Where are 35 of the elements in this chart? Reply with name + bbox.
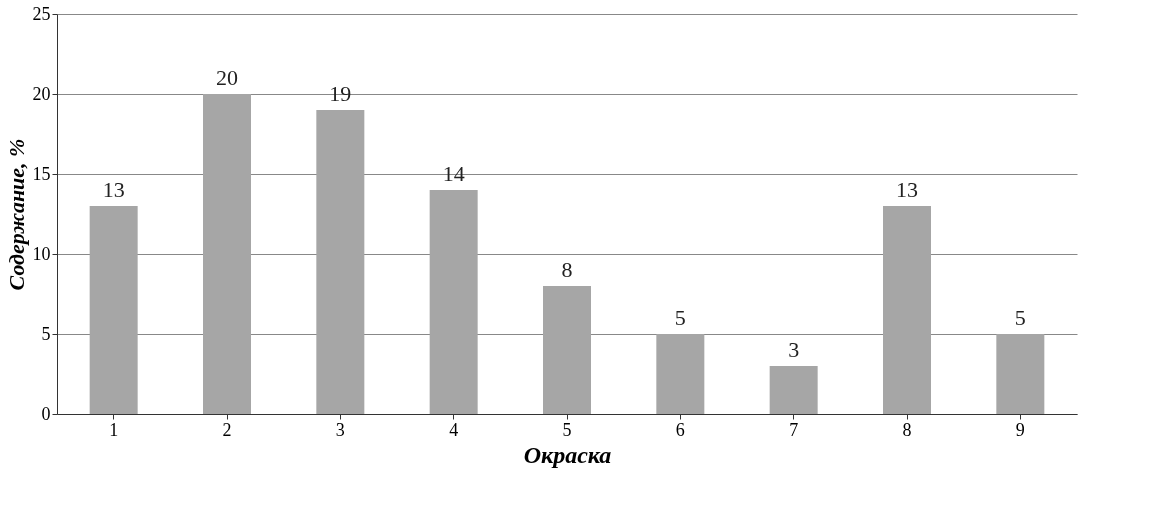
x-tick-label: 5	[562, 419, 572, 440]
data-label: 3	[788, 337, 800, 362]
bar	[429, 190, 478, 414]
data-label: 19	[329, 81, 352, 106]
data-label: 14	[442, 161, 465, 186]
data-label: 13	[102, 177, 125, 202]
x-tick-label: 3	[335, 419, 345, 440]
y-axis-title: Содержание, %	[3, 138, 29, 291]
y-tick-label: 0	[41, 403, 51, 424]
x-tick-label: 7	[789, 419, 799, 440]
x-tick-label: 2	[222, 419, 232, 440]
y-tick-label: 25	[32, 3, 51, 24]
data-label: 5	[1014, 305, 1026, 330]
x-tick-label: 6	[675, 419, 685, 440]
x-axis-title: Окраска	[523, 441, 612, 468]
y-tick-label: 20	[32, 83, 51, 104]
bar	[769, 366, 818, 414]
bar	[883, 206, 931, 414]
bar	[996, 334, 1045, 414]
bar	[656, 334, 705, 414]
y-tick-label: 5	[41, 323, 51, 344]
bar	[543, 286, 591, 414]
y-tick-label: 15	[32, 163, 51, 184]
x-tick-label: 1	[109, 419, 119, 440]
bar	[316, 110, 365, 414]
x-tick-label: 9	[1015, 419, 1025, 440]
x-tick-label: 8	[902, 419, 912, 440]
bar	[89, 206, 138, 414]
data-label: 13	[896, 177, 918, 202]
data-label: 20	[216, 65, 238, 90]
x-tick-label: 4	[449, 419, 459, 440]
bar	[203, 94, 251, 414]
data-label: 5	[674, 305, 686, 330]
y-tick-label: 10	[32, 243, 51, 264]
data-label: 8	[561, 257, 573, 282]
